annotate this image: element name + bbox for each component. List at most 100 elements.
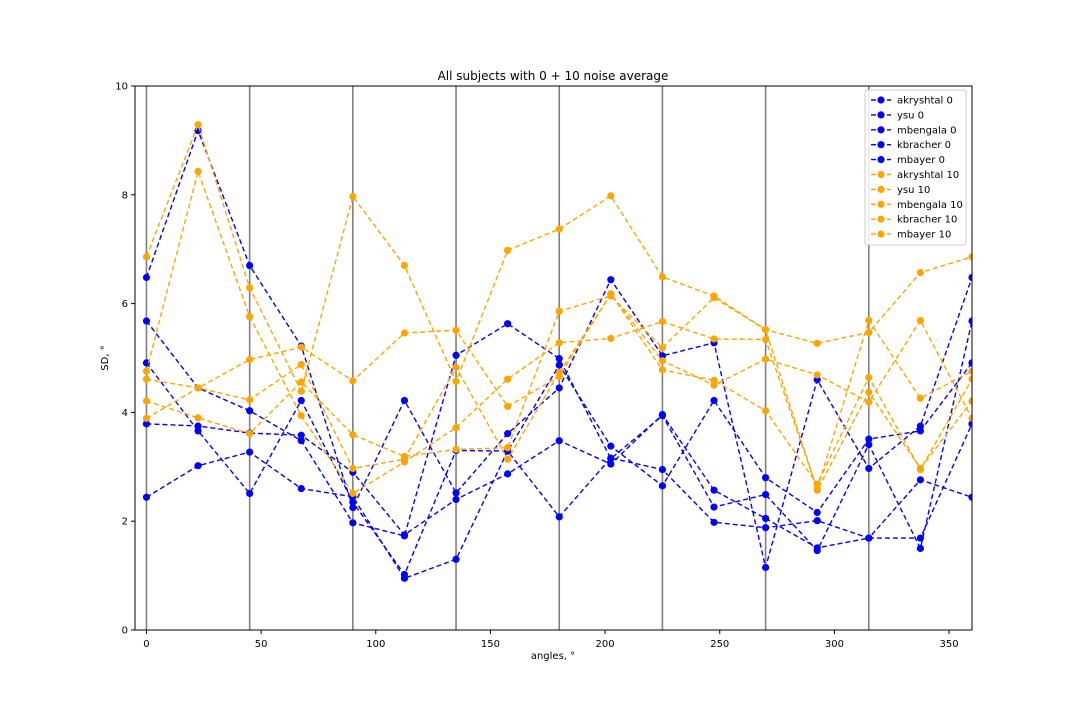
data-point-mbengala-10 <box>297 343 305 351</box>
x-tick-label: 300 <box>825 639 844 650</box>
data-point-ysu-0 <box>452 351 460 359</box>
data-point-akryshtal-10 <box>194 121 202 129</box>
data-point-mbayer-0 <box>658 465 667 474</box>
legend: akryshtal 0 ysu 0 mbengala 0 kbracher 0 mbay… <box>864 89 967 246</box>
data-point-mbengala-10 <box>246 356 254 364</box>
data-point-mbayer-10 <box>349 464 357 473</box>
data-point-ysu-0 <box>865 440 873 449</box>
data-point-mbayer-0 <box>555 513 563 521</box>
legend-label: mbayer 10 <box>897 230 951 241</box>
x-axis: 0 50 100 150 200 250 300 350 <box>143 630 959 650</box>
data-point-mbayer-10 <box>400 455 409 463</box>
data-point-ysu-10 <box>710 335 718 343</box>
legend-label: akryshtal 10 <box>897 170 959 181</box>
data-point-kbracher-10 <box>349 431 357 439</box>
data-point-kbracher-0 <box>297 431 305 439</box>
data-point-mbayer-10 <box>968 414 972 422</box>
data-point-akryshtal-10 <box>865 328 873 337</box>
data-point-kbracher-10 <box>710 294 718 302</box>
data-point-mbengala-0 <box>607 442 615 450</box>
data-point-mbengala-10 <box>968 375 972 383</box>
data-point-akryshtal-0 <box>142 273 151 282</box>
data-point-mbayer-0 <box>297 484 305 493</box>
data-point-mbengala-0 <box>762 474 770 482</box>
data-point-ysu-0 <box>555 354 563 363</box>
data-point-ysu-10 <box>916 394 925 402</box>
legend-item: ysu 0 <box>871 110 924 121</box>
data-point-mbengala-0 <box>813 508 821 517</box>
x-tick-label: 250 <box>710 639 729 650</box>
data-point-akryshtal-10 <box>246 284 254 292</box>
data-point-mbayer-10 <box>452 363 460 371</box>
data-point-mbayer-10 <box>916 316 925 325</box>
data-point-mbengala-10 <box>349 377 357 385</box>
data-point-ysu-0 <box>710 503 718 511</box>
legend-swatch-marker <box>877 96 885 104</box>
data-point-kbracher-0 <box>555 437 563 445</box>
data-point-ysu-10 <box>504 375 512 383</box>
data-point-kbracher-0 <box>658 410 667 419</box>
data-point-akryshtal-0 <box>452 489 460 497</box>
data-point-mbayer-0 <box>865 534 873 542</box>
chart-title: All subjects with 0 + 10 noise average <box>438 69 669 83</box>
data-point-kbracher-10 <box>916 464 925 473</box>
data-point-mbayer-0 <box>968 493 972 501</box>
data-point-akryshtal-10 <box>607 192 615 200</box>
data-point-ysu-0 <box>762 490 770 499</box>
legend-swatch-marker <box>877 111 885 119</box>
data-point-akryshtal-0 <box>349 504 357 512</box>
legend-swatch-marker <box>877 185 885 193</box>
data-point-kbracher-10 <box>813 486 821 494</box>
legend-label: akryshtal 0 <box>897 96 953 107</box>
legend-swatch-marker <box>877 200 885 208</box>
data-point-ysu-10 <box>142 367 151 375</box>
legend-swatch-marker <box>877 156 885 164</box>
data-point-mbayer-0 <box>916 476 925 484</box>
legend-label: mbengala 0 <box>897 125 957 136</box>
legend-item: mbayer 0 <box>871 155 945 166</box>
data-point-mbengala-0 <box>968 359 972 367</box>
data-point-akryshtal-10 <box>297 387 305 395</box>
legend-swatch-marker <box>877 141 885 149</box>
data-point-ysu-0 <box>142 317 151 325</box>
data-point-kbracher-0 <box>968 420 972 428</box>
y-tick-label: 4 <box>122 408 128 419</box>
data-point-ysu-10 <box>246 313 254 321</box>
data-point-kbracher-0 <box>194 422 202 430</box>
x-axis-label: angles, ° <box>531 651 575 662</box>
data-point-mbayer-10 <box>865 398 873 406</box>
data-point-kbracher-10 <box>555 307 563 315</box>
data-point-akryshtal-10 <box>968 253 972 261</box>
data-point-akryshtal-10 <box>916 268 925 277</box>
legend-label: mbengala 10 <box>897 200 963 211</box>
data-point-ysu-10 <box>349 489 357 498</box>
data-point-ysu-10 <box>452 424 460 432</box>
x-tick-label: 350 <box>940 639 959 650</box>
data-point-akryshtal-10 <box>813 339 821 347</box>
data-point-mbayer-10 <box>555 369 563 377</box>
legend-label: ysu 10 <box>897 185 930 196</box>
legend-swatch-marker <box>877 170 885 179</box>
data-point-mbengala-0 <box>142 359 151 367</box>
data-point-akryshtal-10 <box>504 246 512 254</box>
data-point-akryshtal-0 <box>607 276 615 284</box>
data-point-ysu-0 <box>968 317 972 325</box>
data-point-mbayer-10 <box>142 414 151 422</box>
data-point-kbracher-10 <box>452 445 460 453</box>
data-point-ysu-10 <box>658 317 667 326</box>
data-point-mbengala-0 <box>658 482 667 490</box>
data-point-kbracher-0 <box>504 470 512 478</box>
series-layer <box>142 121 972 582</box>
data-point-kbracher-0 <box>142 420 151 428</box>
data-point-kbracher-0 <box>710 486 718 494</box>
x-tick-label: 150 <box>481 639 500 650</box>
data-point-mbayer-0 <box>710 518 718 526</box>
legend-label: mbayer 0 <box>897 155 945 166</box>
x-tick-label: 100 <box>366 639 385 650</box>
legend-label: kbracher 10 <box>897 215 957 226</box>
data-point-akryshtal-10 <box>658 273 667 281</box>
plot-frame <box>134 85 973 631</box>
data-point-kbracher-10 <box>504 444 512 452</box>
data-point-mbayer-0 <box>400 574 409 582</box>
